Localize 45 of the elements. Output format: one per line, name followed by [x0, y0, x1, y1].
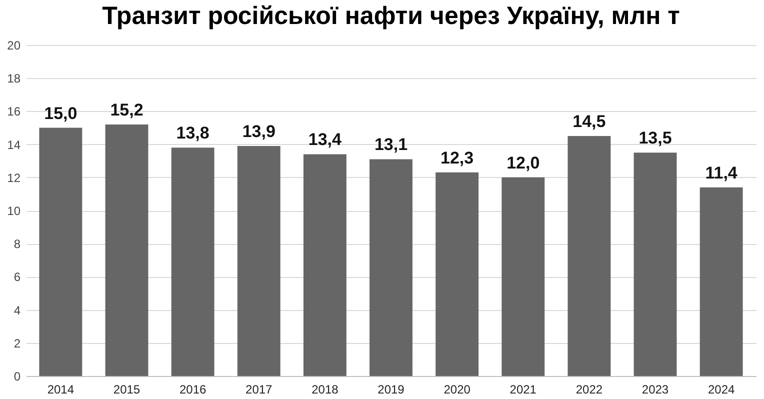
- data-label: 13,5: [638, 128, 672, 148]
- chart-title: Транзит російської нафти через Україну, млн т: [102, 2, 680, 30]
- y-tick-label: 14: [7, 138, 21, 152]
- x-tick-label: 2014: [47, 382, 74, 396]
- data-label: 13,9: [242, 122, 276, 141]
- y-tick-label: 2: [14, 336, 21, 350]
- y-tick-label: 16: [7, 104, 21, 119]
- x-tick-label: 2017: [246, 382, 273, 396]
- bar: [634, 152, 677, 376]
- y-tick-label: 12: [7, 170, 21, 185]
- bar: [502, 177, 545, 376]
- data-label: 12,3: [440, 148, 474, 168]
- y-tick-label: 8: [14, 237, 21, 252]
- y-tick-label: 0: [14, 370, 21, 384]
- x-tick-label: 2020: [444, 382, 471, 396]
- y-tick-label: 20: [7, 38, 21, 52]
- y-tick-label: 4: [14, 303, 21, 318]
- bar: [237, 146, 280, 376]
- bar: [303, 154, 346, 376]
- x-tick-label: 2015: [113, 382, 140, 396]
- x-tick-label: 2018: [312, 382, 339, 396]
- data-label: 11,4: [705, 163, 738, 182]
- data-label: 13,8: [176, 124, 210, 143]
- x-tick-label: 2024: [708, 382, 735, 396]
- x-tick-label: 2022: [576, 382, 603, 396]
- x-tick-label: 2019: [378, 382, 405, 396]
- y-tick-label: 10: [7, 204, 21, 218]
- bar: [171, 148, 214, 376]
- data-label: 14,5: [572, 112, 606, 132]
- data-label: 13,1: [374, 135, 408, 154]
- x-tick-label: 2016: [179, 382, 206, 396]
- data-label: 13,4: [308, 130, 342, 150]
- data-label: 15,0: [44, 104, 78, 123]
- data-label: 15,2: [110, 100, 144, 120]
- x-tick-label: 2023: [642, 382, 669, 396]
- bar: [700, 187, 743, 376]
- bar: [105, 124, 148, 376]
- data-label: 12,0: [506, 153, 540, 172]
- bar: [568, 136, 611, 376]
- bar: [370, 159, 412, 376]
- x-tick-label: 2021: [510, 382, 537, 396]
- bar: [39, 128, 82, 376]
- y-tick-label: 18: [7, 72, 21, 86]
- bar: [436, 172, 479, 376]
- y-tick-label: 6: [14, 270, 21, 284]
